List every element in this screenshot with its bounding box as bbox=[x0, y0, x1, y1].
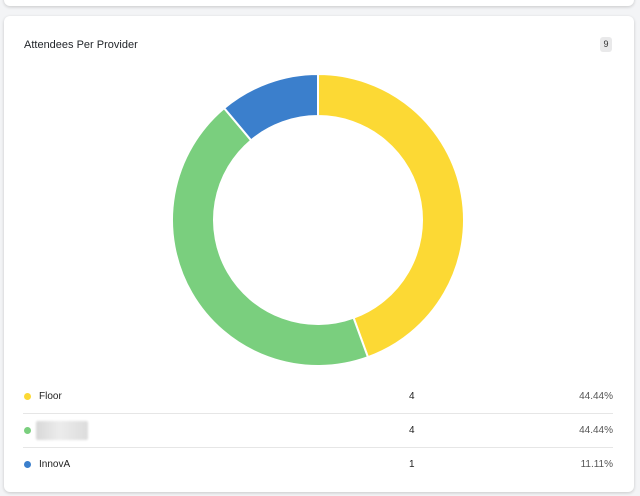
legend-dot-innova bbox=[24, 461, 31, 468]
legend-value-redacted: 4 bbox=[409, 425, 415, 436]
legend: Floor 4 44.44% 4 44.44% InnovA 1 11.11% bbox=[23, 380, 613, 482]
previous-card-bottom bbox=[4, 0, 634, 6]
legend-label-floor: Floor bbox=[39, 391, 62, 402]
legend-dot-redacted bbox=[24, 427, 31, 434]
card-title: Attendees Per Provider bbox=[24, 39, 138, 51]
legend-label-innova: InnovA bbox=[39, 459, 71, 470]
donut-slice-floor[interactable] bbox=[317, 72, 465, 359]
count-badge: 9 bbox=[600, 37, 612, 52]
legend-row-floor[interactable]: Floor 4 44.44% bbox=[23, 380, 613, 414]
legend-value-floor: 4 bbox=[409, 391, 415, 402]
legend-row-redacted[interactable]: 4 44.44% bbox=[23, 414, 613, 448]
legend-percent-floor: 44.44% bbox=[579, 391, 613, 402]
donut-slice-innova[interactable] bbox=[222, 72, 319, 142]
donut-slice-redacted[interactable] bbox=[171, 106, 370, 367]
legend-label-redacted bbox=[36, 421, 88, 440]
donut-chart bbox=[171, 72, 465, 367]
legend-percent-redacted: 44.44% bbox=[579, 425, 613, 436]
legend-dot-floor bbox=[24, 393, 31, 400]
legend-percent-innova: 11.11% bbox=[580, 459, 613, 470]
legend-row-innova[interactable]: InnovA 1 11.11% bbox=[23, 448, 613, 482]
legend-value-innova: 1 bbox=[409, 459, 415, 470]
attendees-per-provider-card: Attendees Per Provider 9 Floor 4 44.44% … bbox=[4, 16, 634, 492]
donut-slices bbox=[171, 72, 465, 367]
